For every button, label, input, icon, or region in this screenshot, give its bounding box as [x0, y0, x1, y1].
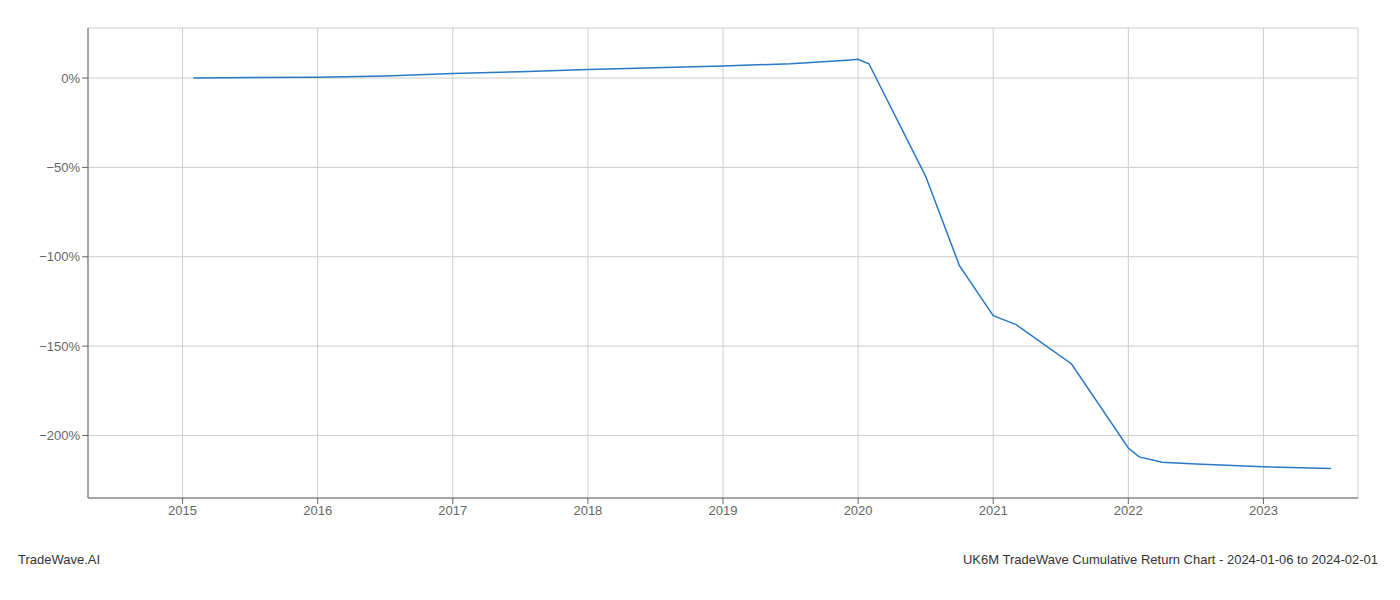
- svg-text:2019: 2019: [709, 503, 738, 518]
- html-text:UK6M TradeWave Cumulative Retu: UK6M TradeWave Cumulative Return Chart -…: [963, 552, 1378, 567]
- html-text:TradeWave.AI: TradeWave.AI: [18, 552, 101, 567]
- svg-text:2023: 2023: [1249, 503, 1278, 518]
- svg-text:−50%: −50%: [46, 160, 80, 175]
- svg-text:2021: 2021: [979, 503, 1008, 518]
- svg-text:2020: 2020: [844, 503, 873, 518]
- svg-text:0%: 0%: [61, 71, 80, 86]
- svg-text:−200%: −200%: [39, 428, 80, 443]
- svg-text:2017: 2017: [438, 503, 467, 518]
- svg-text:2015: 2015: [168, 503, 197, 518]
- svg-text:2018: 2018: [573, 503, 602, 518]
- svg-text:2022: 2022: [1114, 503, 1143, 518]
- svg-text:−100%: −100%: [39, 249, 80, 264]
- svg-text:2016: 2016: [303, 503, 332, 518]
- svg-text:−150%: −150%: [39, 339, 80, 354]
